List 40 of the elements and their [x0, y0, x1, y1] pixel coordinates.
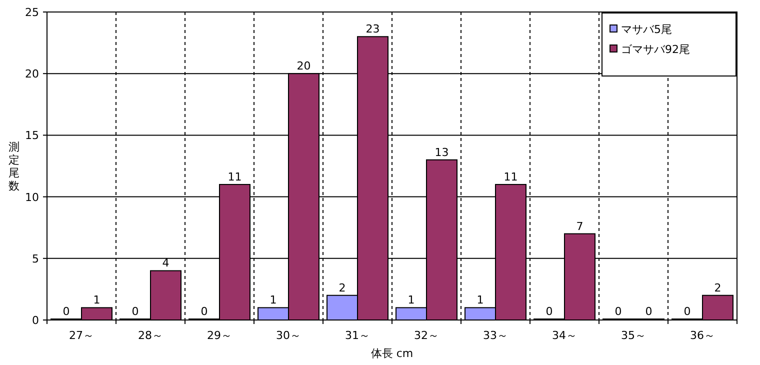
- data-label: 1: [408, 294, 415, 307]
- data-label: 2: [714, 281, 722, 294]
- data-label: 0: [645, 305, 652, 318]
- data-label: 0: [62, 305, 70, 318]
- data-label: 13: [434, 146, 449, 159]
- data-label: 7: [576, 220, 584, 233]
- legend-label: マサバ5尾: [621, 23, 672, 36]
- y-tick-label: 0: [32, 314, 39, 327]
- data-label: 0: [132, 305, 139, 318]
- data-label: 0: [200, 305, 208, 318]
- data-label: 1: [476, 294, 484, 307]
- data-label: 0: [684, 305, 691, 318]
- x-tick-label: 33～: [483, 329, 508, 342]
- x-tick-label: 27～: [69, 329, 94, 342]
- y-tick-label: 25: [25, 6, 39, 19]
- y-tick-label: 10: [25, 190, 39, 204]
- x-tick-label: 31～: [345, 329, 370, 342]
- data-label: 23: [366, 22, 380, 36]
- x-tick-label: 35～: [621, 329, 646, 342]
- data-label: 4: [162, 256, 170, 270]
- data-label: 0: [614, 305, 622, 318]
- y-tick-label: 15: [25, 129, 39, 142]
- y-tick-label: 5: [32, 252, 39, 266]
- data-label: 11: [228, 170, 242, 184]
- x-tick-label: 28～: [138, 329, 163, 342]
- x-tick-label: 34～: [552, 329, 577, 342]
- data-label: 20: [296, 60, 311, 73]
- x-tick-label: 36～: [690, 329, 715, 342]
- legend-label: ゴマサバ92尾: [621, 43, 690, 56]
- x-tick-label: 32～: [414, 329, 439, 342]
- data-label: 11: [504, 170, 518, 184]
- data-label: 0: [546, 305, 553, 318]
- y-axis-title: 測定尾数: [8, 140, 20, 192]
- data-label: 1: [93, 294, 100, 307]
- x-axis-title: 体長 cm: [370, 347, 414, 360]
- y-tick-label: 20: [25, 68, 39, 81]
- x-tick-label: 30～: [276, 329, 301, 342]
- data-label: 1: [270, 294, 277, 307]
- data-label: 2: [338, 281, 346, 294]
- x-tick-label: 29～: [207, 329, 232, 342]
